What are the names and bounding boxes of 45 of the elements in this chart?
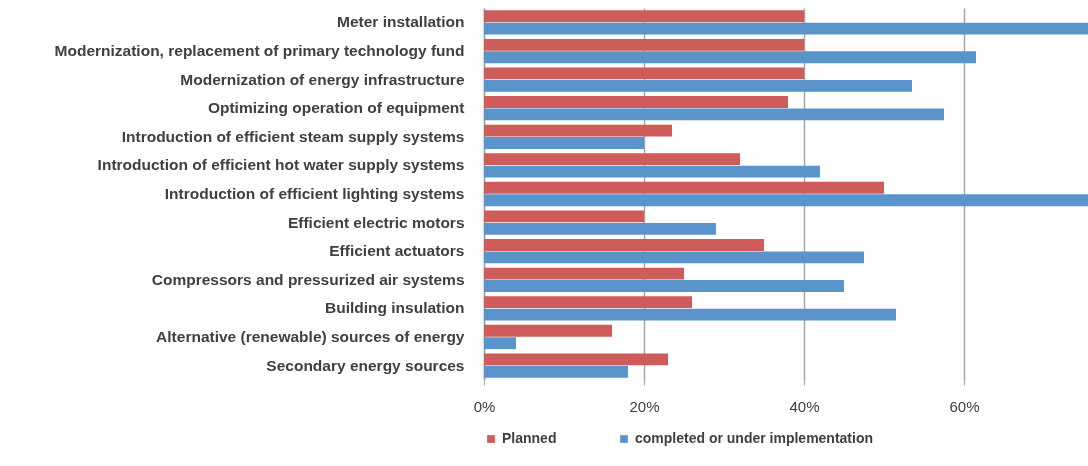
x-tick-label: 20%: [629, 397, 660, 415]
legend-label: completed or under implementation: [635, 430, 874, 446]
y-tick-label: Meter installation: [337, 13, 465, 31]
y-tick-label: Efficient electric motors: [287, 213, 465, 231]
x-tick-label: 60%: [949, 397, 980, 415]
bar: [484, 165, 820, 178]
bar: [484, 353, 668, 366]
y-tick-label: Introduction of efficient steam supply systems: [121, 127, 465, 145]
bar: [484, 124, 672, 137]
bar: [484, 308, 896, 321]
bar: [484, 10, 804, 23]
y-tick-label: Optimizing operation of equipment: [207, 99, 465, 117]
bar: [484, 337, 516, 350]
bar: [484, 67, 804, 80]
bar: [484, 267, 684, 280]
bar: [484, 137, 644, 149]
bar: [484, 239, 764, 251]
y-tick-label: Alternative (renewable) sources of energy: [156, 327, 465, 345]
bar: [484, 22, 1088, 35]
bar: [484, 280, 844, 292]
bar: [484, 79, 912, 92]
bar: [484, 108, 944, 121]
y-tick-label: Introduction of efficient lighting systems: [164, 185, 465, 202]
y-tick-label: Efficient actuators: [329, 242, 465, 260]
legend-label: Planned: [502, 430, 557, 446]
y-tick-label: Introduction of efficient hot water supply systems: [97, 156, 465, 174]
bar: [484, 38, 804, 51]
x-tick-label: 40%: [789, 397, 820, 415]
bar: [484, 222, 716, 235]
bar: [484, 365, 628, 378]
bar: [484, 181, 884, 194]
y-tick-label: Secondary energy sources: [266, 356, 465, 374]
y-tick-label: Modernization of energy infrastructure: [180, 70, 465, 88]
bar: [484, 153, 740, 166]
y-tick-label: Compressors and pressurized air systems: [151, 270, 465, 288]
bar: [484, 251, 864, 264]
y-tick-label: Building insulation: [325, 299, 465, 317]
bar: [484, 96, 788, 108]
bar: [484, 194, 1088, 207]
bar: [484, 324, 612, 337]
bar: [484, 51, 976, 64]
bar: [484, 296, 692, 309]
bar: [484, 210, 644, 223]
x-tick-label: 0%: [473, 397, 496, 415]
y-tick-label: Modernization, replacement of primary technology fund: [54, 42, 465, 60]
